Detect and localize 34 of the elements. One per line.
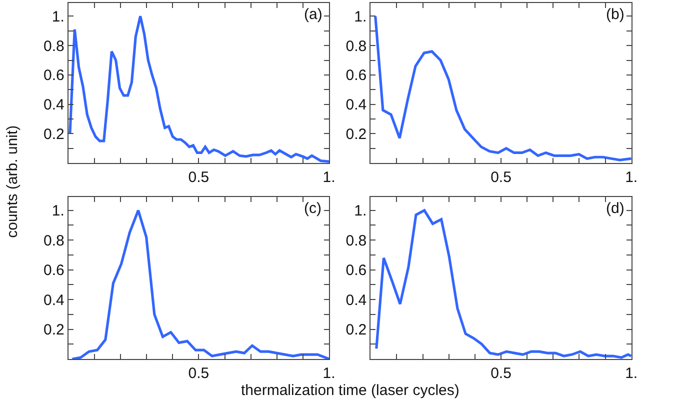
y-tick-label: 1. [354,8,367,26]
y-tick-label: 0.2 [44,322,64,339]
y-tick-label: 0.6 [44,67,64,84]
annotation: (c) [304,200,322,217]
y-tick-label: 0.2 [44,126,64,143]
y-tick-label: 0.2 [346,322,367,339]
x-tick-label: 0.5 [188,169,210,186]
x-tick-label: 1. [625,169,638,186]
y-tick-label: 0.2 [346,126,367,143]
x-tick-label: 1. [625,365,638,382]
y-tick-label: 0.8 [346,38,367,55]
x-tick-label: 1. [322,365,336,382]
annotation: (a) [304,6,322,23]
y-tick-label: 0.8 [346,232,367,250]
y-tick-label: 0.6 [44,262,64,280]
y-axis-title: counts (arb. unit) [4,125,21,238]
y-tick-label: 1. [52,8,64,26]
y-tick-label: 0.4 [44,292,64,309]
y-tick-label: 1. [52,202,64,220]
y-tick-label: 0.4 [346,96,367,114]
y-tick-label: 0.8 [44,38,64,55]
annotation: (d) [606,200,624,217]
y-tick-label: 1. [354,202,367,220]
y-tick-label: 0.8 [44,232,64,250]
annotation: (b) [606,6,624,23]
y-tick-label: 0.6 [346,262,367,280]
x-tick-label: 1. [322,169,336,186]
x-tick-label: 0.5 [188,365,210,382]
y-tick-label: 0.4 [44,96,64,114]
x-tick-label: 0.5 [490,169,512,186]
y-tick-label: 0.6 [346,67,367,84]
x-tick-label: 0.5 [490,365,512,382]
y-tick-label: 0.4 [346,292,367,309]
x-axis-title: thermalization time (laser cycles) [241,382,460,399]
